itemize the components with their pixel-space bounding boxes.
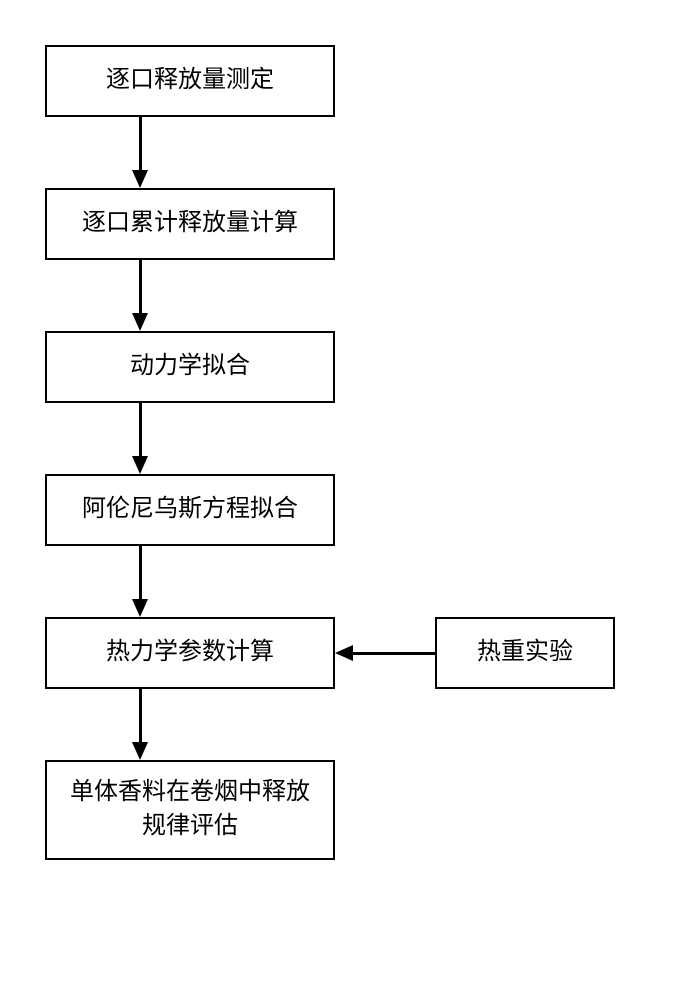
flow-node-label: 动力学拟合 [130,350,250,384]
arrow-head-down-icon [132,742,148,760]
arrow-line [139,117,142,170]
arrow-line [139,689,142,742]
arrow-head-down-icon [132,599,148,617]
flow-node-step5: 热力学参数计算 [45,617,335,689]
flow-node-label: 逐口累计释放量计算 [82,207,298,241]
arrow-head-down-icon [132,313,148,331]
flow-node-label: 逐口释放量测定 [106,64,274,98]
flow-node-step6: 单体香料在卷烟中释放 规律评估 [45,760,335,860]
arrow-line [139,260,142,313]
arrow-line [353,652,435,655]
flow-node-label: 热重实验 [477,636,573,670]
arrow-head-down-icon [132,170,148,188]
flow-node-input-tga: 热重实验 [435,617,615,689]
flow-node-step4: 阿伦尼乌斯方程拟合 [45,474,335,546]
flow-node-label: 单体香料在卷烟中释放 规律评估 [70,776,310,843]
flow-node-label: 热力学参数计算 [106,636,274,670]
flow-node-step2: 逐口累计释放量计算 [45,188,335,260]
arrow-head-left-icon [335,645,353,661]
flow-node-step3: 动力学拟合 [45,331,335,403]
arrow-head-down-icon [132,456,148,474]
flow-node-step1: 逐口释放量测定 [45,45,335,117]
arrow-line [139,546,142,599]
arrow-line [139,403,142,456]
flow-node-label: 阿伦尼乌斯方程拟合 [82,493,298,527]
